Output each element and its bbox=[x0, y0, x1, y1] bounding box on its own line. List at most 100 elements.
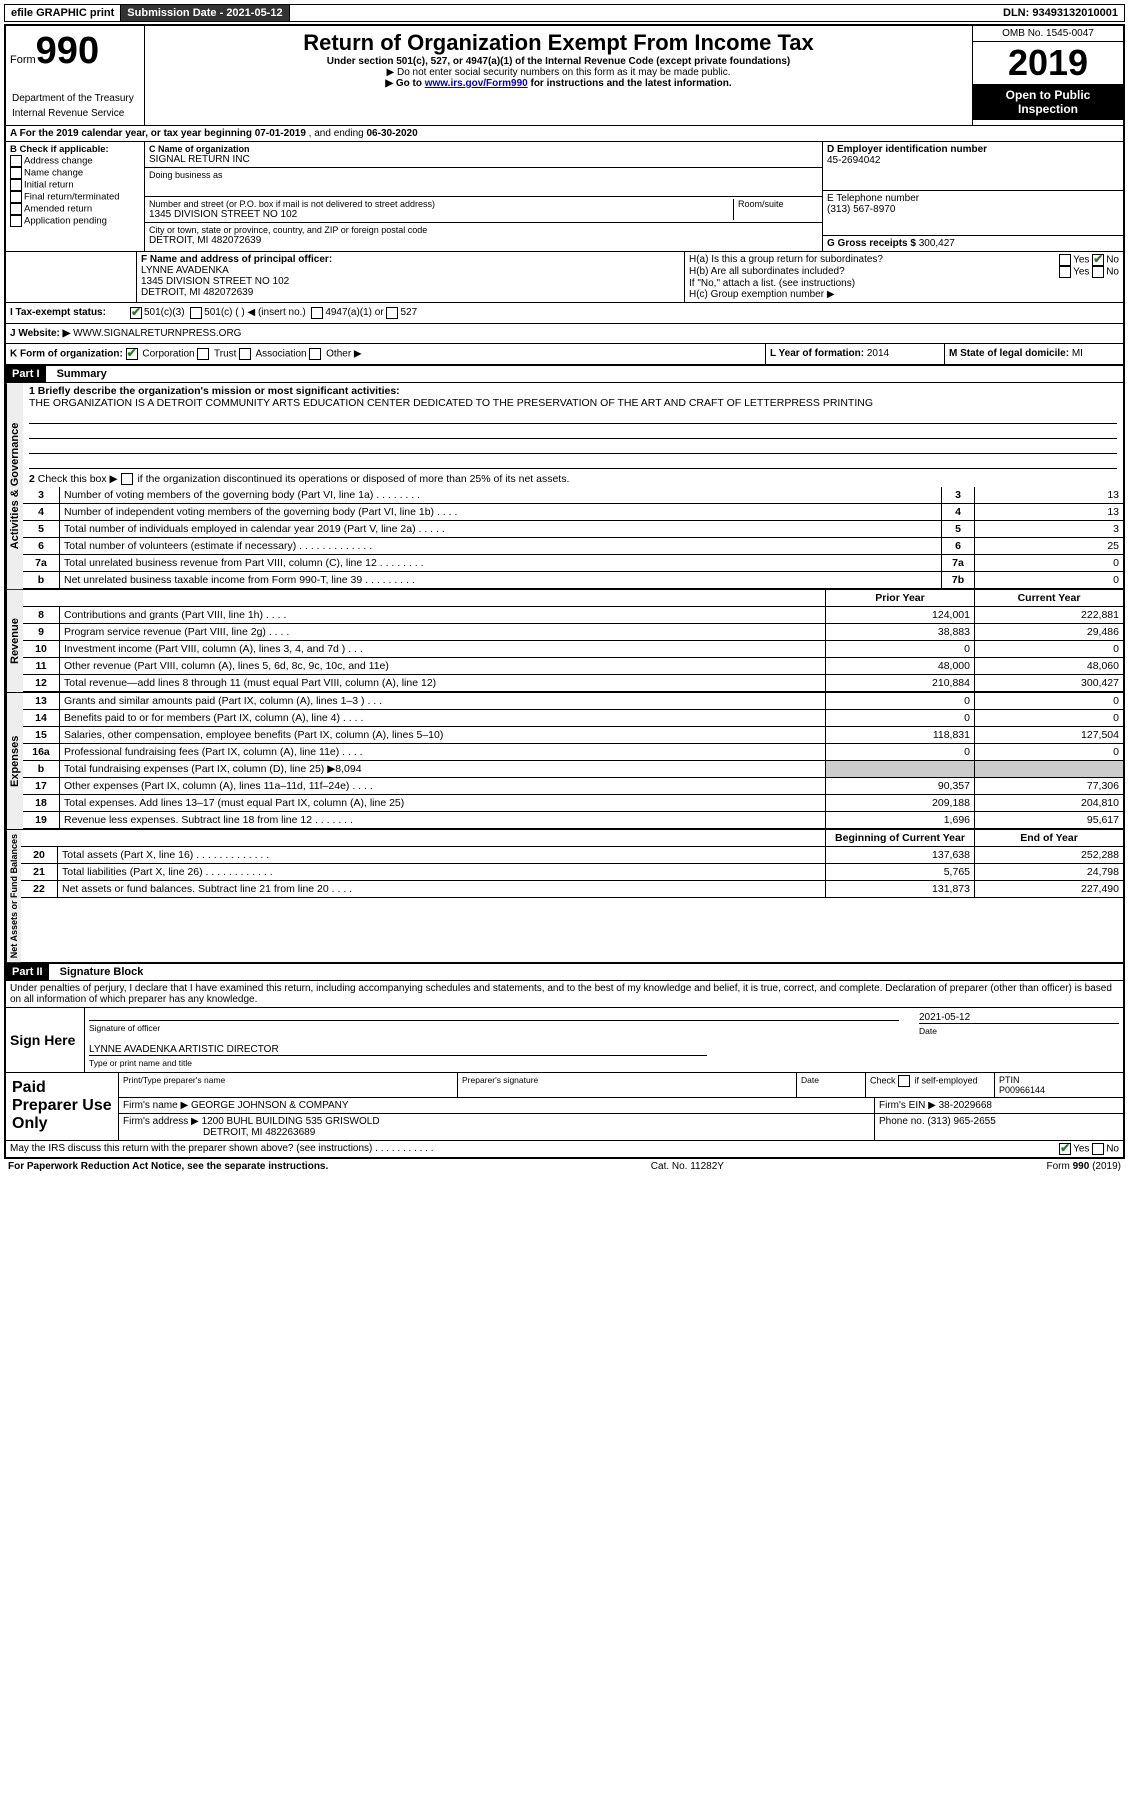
chk-hb-yes[interactable] bbox=[1059, 266, 1071, 278]
chk-amended-return[interactable] bbox=[10, 203, 22, 215]
cur-val: 204,810 bbox=[975, 795, 1124, 812]
chk-initial-return[interactable] bbox=[10, 179, 22, 191]
firm-ein: 38-2029668 bbox=[939, 1100, 992, 1111]
chk-corporation[interactable] bbox=[126, 348, 138, 360]
chk-application-pending[interactable] bbox=[10, 215, 22, 227]
cur-val: 222,881 bbox=[975, 607, 1124, 624]
row-box: 3 bbox=[942, 487, 975, 504]
row-num: 5 bbox=[23, 521, 60, 538]
row-text: Number of voting members of the governin… bbox=[60, 487, 942, 504]
discuss-question: May the IRS discuss this return with the… bbox=[10, 1143, 1059, 1155]
city-label: City or town, state or province, country… bbox=[149, 225, 818, 235]
firm-addr2: DETROIT, MI 482263689 bbox=[203, 1127, 315, 1138]
end-val: 227,490 bbox=[975, 881, 1124, 898]
row-num: 18 bbox=[23, 795, 60, 812]
row-text: Number of independent voting members of … bbox=[60, 504, 942, 521]
begin-year-hdr: Beginning of Current Year bbox=[826, 830, 975, 847]
governance-table: 3 Number of voting members of the govern… bbox=[23, 487, 1123, 589]
row-text: Other expenses (Part IX, column (A), lin… bbox=[60, 778, 826, 795]
mission-text: THE ORGANIZATION IS A DETROIT COMMUNITY … bbox=[29, 397, 1117, 409]
room-label: Room/suite bbox=[738, 199, 818, 209]
chk-discuss-yes[interactable] bbox=[1059, 1143, 1071, 1155]
prep-name-col: Print/Type preparer's name bbox=[119, 1073, 458, 1097]
officer-name: LYNNE AVADENKA bbox=[141, 265, 680, 276]
vert-net-assets: Net Assets or Fund Balances bbox=[6, 830, 21, 962]
chk-other[interactable] bbox=[309, 348, 321, 360]
row-num: 10 bbox=[23, 641, 60, 658]
date-label: Date bbox=[919, 1026, 1119, 1036]
row-num: 21 bbox=[21, 864, 58, 881]
perjury-declaration: Under penalties of perjury, I declare th… bbox=[6, 981, 1123, 1008]
top-bar: efile GRAPHIC print Submission Date - 20… bbox=[4, 4, 1125, 22]
row-num: 11 bbox=[23, 658, 60, 675]
row-text: Grants and similar amounts paid (Part IX… bbox=[60, 693, 826, 710]
chk-501c[interactable] bbox=[190, 307, 202, 319]
prior-val: 209,188 bbox=[826, 795, 975, 812]
chk-ha-yes[interactable] bbox=[1059, 254, 1071, 266]
prior-val bbox=[826, 761, 975, 778]
row-num: b bbox=[23, 761, 60, 778]
row-text: Total liabilities (Part X, line 26) . . … bbox=[58, 864, 826, 881]
cur-val: 95,617 bbox=[975, 812, 1124, 829]
org-city: DETROIT, MI 482072639 bbox=[149, 235, 818, 246]
row-num: 9 bbox=[23, 624, 60, 641]
form-number: 990 bbox=[36, 30, 99, 72]
cur-val: 300,427 bbox=[975, 675, 1124, 692]
h-c-label: H(c) Group exemption number ▶ bbox=[689, 289, 1119, 300]
prior-val: 0 bbox=[826, 693, 975, 710]
q1-label: 1 Briefly describe the organization's mi… bbox=[29, 385, 1117, 397]
k-label: K Form of organization: bbox=[10, 349, 123, 360]
prior-val: 210,884 bbox=[826, 675, 975, 692]
begin-val: 131,873 bbox=[826, 881, 975, 898]
part-i-num: Part I bbox=[6, 366, 46, 382]
chk-ha-no[interactable] bbox=[1092, 254, 1104, 266]
cur-val: 29,486 bbox=[975, 624, 1124, 641]
row-text: Total revenue—add lines 8 through 11 (mu… bbox=[60, 675, 826, 692]
firm-addr1: 1200 BUHL BUILDING 535 GRISWOLD bbox=[202, 1116, 380, 1127]
firm-phone: (313) 965-2655 bbox=[927, 1116, 995, 1127]
d-ein-label: D Employer identification number bbox=[827, 144, 1119, 155]
prior-val: 0 bbox=[826, 710, 975, 727]
cur-val: 0 bbox=[975, 693, 1124, 710]
chk-self-employed[interactable] bbox=[898, 1075, 910, 1087]
row-box: 7b bbox=[942, 572, 975, 589]
open-inspection: Open to Public Inspection bbox=[973, 84, 1123, 120]
row-val: 3 bbox=[975, 521, 1124, 538]
prep-sig-col: Preparer's signature bbox=[458, 1073, 797, 1097]
irs-link[interactable]: www.irs.gov/Form990 bbox=[425, 78, 528, 89]
row-box: 6 bbox=[942, 538, 975, 555]
dba-label: Doing business as bbox=[149, 170, 818, 180]
chk-527[interactable] bbox=[386, 307, 398, 319]
chk-association[interactable] bbox=[239, 348, 251, 360]
row-val: 13 bbox=[975, 487, 1124, 504]
row-num: 15 bbox=[23, 727, 60, 744]
row-text: Investment income (Part VIII, column (A)… bbox=[60, 641, 826, 658]
row-num: 14 bbox=[23, 710, 60, 727]
row-num: 20 bbox=[21, 847, 58, 864]
submission-date-button[interactable]: Submission Date - 2021-05-12 bbox=[121, 5, 289, 21]
paid-preparer-label: Paid Preparer Use Only bbox=[6, 1073, 119, 1140]
chk-trust[interactable] bbox=[197, 348, 209, 360]
chk-hb-no[interactable] bbox=[1092, 266, 1104, 278]
chk-4947[interactable] bbox=[311, 307, 323, 319]
end-val: 24,798 bbox=[975, 864, 1124, 881]
cur-val: 0 bbox=[975, 744, 1124, 761]
end-val: 252,288 bbox=[975, 847, 1124, 864]
chk-name-change[interactable] bbox=[10, 167, 22, 179]
row-num: 22 bbox=[21, 881, 58, 898]
year-formation: 2014 bbox=[867, 348, 889, 359]
chk-501c3[interactable] bbox=[130, 307, 142, 319]
prior-val: 118,831 bbox=[826, 727, 975, 744]
chk-discuss-no[interactable] bbox=[1092, 1143, 1104, 1155]
cur-val: 48,060 bbox=[975, 658, 1124, 675]
row-num: 17 bbox=[23, 778, 60, 795]
chk-address-change[interactable] bbox=[10, 155, 22, 167]
efile-link[interactable]: efile GRAPHIC print bbox=[5, 5, 121, 21]
org-address: 1345 DIVISION STREET NO 102 bbox=[149, 209, 733, 220]
phone-value: (313) 567-8970 bbox=[827, 204, 1119, 215]
b-label: B Check if applicable: bbox=[10, 144, 140, 155]
chk-final-return[interactable] bbox=[10, 191, 22, 203]
vert-revenue: Revenue bbox=[6, 590, 23, 692]
addr-label: Number and street (or P.O. box if mail i… bbox=[149, 199, 733, 209]
chk-discontinued[interactable] bbox=[121, 473, 133, 485]
